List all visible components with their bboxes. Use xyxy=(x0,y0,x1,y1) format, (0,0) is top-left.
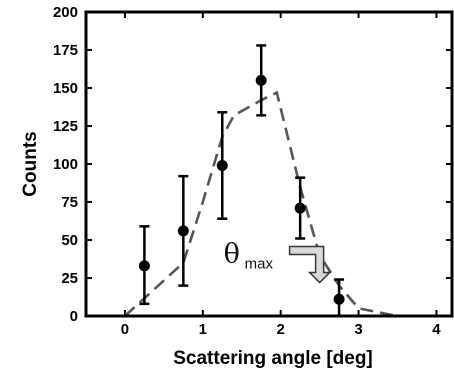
x-axis-title: Scattering angle [deg] xyxy=(173,348,373,369)
data-point xyxy=(177,225,189,237)
theta-max-subscript: max xyxy=(245,256,274,273)
y-tick-label: 0 xyxy=(70,308,78,325)
ticks-layer: 0 25 50 75 100 125 150 175 200 0 1 2 3 4 xyxy=(53,4,452,338)
x-tick-label: 1 xyxy=(199,321,207,338)
y-axis-title: Counts xyxy=(20,131,41,196)
x-tick-label: 0 xyxy=(121,321,129,338)
x-tick-label: 4 xyxy=(432,321,441,338)
theta-max-arrow xyxy=(288,245,332,284)
data-point xyxy=(333,293,345,305)
y-tick-label: 150 xyxy=(53,80,78,97)
data-points-layer xyxy=(138,44,345,318)
y-tick-label: 125 xyxy=(53,118,78,135)
x-tick-label: 2 xyxy=(277,321,285,338)
model-dashed-line xyxy=(124,90,398,318)
x-tick-label: 3 xyxy=(354,321,362,338)
data-point xyxy=(216,160,228,172)
plot-frame xyxy=(84,10,454,318)
data-point xyxy=(255,74,267,86)
y-tick-label: 25 xyxy=(61,270,78,287)
annotation-layer: θ max xyxy=(224,239,332,284)
y-tick-label: 100 xyxy=(53,156,78,173)
model-line-layer xyxy=(124,90,398,318)
data-point xyxy=(138,260,150,272)
y-tick-label: 200 xyxy=(53,4,78,21)
theta-max-label: θ xyxy=(224,239,240,270)
y-tick-label: 50 xyxy=(61,232,78,249)
data-point xyxy=(294,202,306,214)
y-tick-label: 175 xyxy=(53,42,78,59)
y-tick-label: 75 xyxy=(61,194,78,211)
